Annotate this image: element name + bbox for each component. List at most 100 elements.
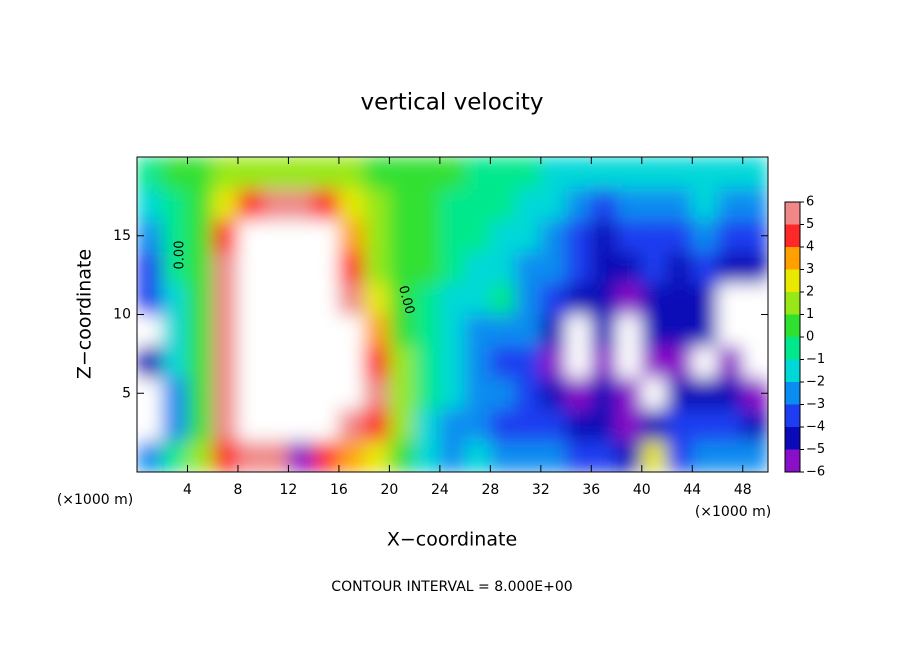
cell bbox=[590, 251, 618, 284]
colorbar-label: 1 bbox=[806, 307, 814, 322]
colorbar-label: −1 bbox=[806, 352, 825, 367]
cell bbox=[742, 345, 768, 378]
cell bbox=[590, 282, 618, 315]
cell bbox=[666, 377, 693, 410]
cell bbox=[540, 157, 567, 189]
cell bbox=[691, 345, 719, 378]
cell bbox=[137, 188, 163, 221]
cell bbox=[363, 219, 390, 252]
colorbar-label: 2 bbox=[806, 285, 814, 300]
y-axis-label: Z−coordinate bbox=[74, 249, 96, 379]
cell bbox=[464, 251, 491, 284]
cell bbox=[515, 314, 542, 347]
colorbar-label: 6 bbox=[806, 195, 814, 210]
cell bbox=[590, 440, 618, 472]
cell bbox=[287, 157, 315, 189]
cell bbox=[262, 440, 289, 472]
cell bbox=[641, 345, 668, 378]
cell bbox=[388, 188, 416, 221]
cell bbox=[161, 188, 188, 221]
cell bbox=[464, 314, 491, 347]
cell bbox=[641, 440, 668, 472]
cell bbox=[540, 282, 567, 315]
x-tick-label: 40 bbox=[633, 482, 651, 498]
cell bbox=[237, 314, 264, 347]
cell bbox=[338, 282, 365, 315]
cell bbox=[666, 157, 693, 189]
cell bbox=[137, 251, 163, 284]
cell bbox=[137, 345, 163, 378]
cell bbox=[717, 345, 744, 378]
cell bbox=[262, 377, 289, 410]
cell bbox=[287, 408, 315, 441]
cell bbox=[363, 377, 390, 410]
cell bbox=[641, 377, 668, 410]
cell bbox=[414, 408, 441, 441]
cell bbox=[363, 440, 390, 472]
cell bbox=[540, 251, 567, 284]
cell bbox=[414, 282, 441, 315]
cell bbox=[439, 377, 466, 410]
colorbar-swatch bbox=[785, 292, 800, 315]
cell bbox=[363, 282, 390, 315]
x-tick-label: 44 bbox=[683, 482, 701, 498]
cell bbox=[742, 188, 768, 221]
cell bbox=[666, 345, 693, 378]
cell bbox=[186, 188, 214, 221]
cell bbox=[540, 408, 567, 441]
cell bbox=[565, 219, 592, 252]
cell bbox=[540, 219, 567, 252]
cell bbox=[565, 188, 592, 221]
cell bbox=[313, 251, 340, 284]
cell bbox=[717, 440, 744, 472]
colorbar-swatch bbox=[785, 202, 800, 225]
cell bbox=[489, 251, 517, 284]
x-tick-label: 20 bbox=[380, 482, 398, 498]
cell bbox=[464, 219, 491, 252]
cell bbox=[287, 377, 315, 410]
cell bbox=[590, 188, 618, 221]
cell bbox=[489, 157, 517, 189]
cell bbox=[313, 408, 340, 441]
cell bbox=[489, 219, 517, 252]
cell bbox=[338, 408, 365, 441]
cell bbox=[489, 377, 517, 410]
cell bbox=[540, 440, 567, 472]
cell bbox=[313, 377, 340, 410]
cell bbox=[717, 314, 744, 347]
cell bbox=[717, 157, 744, 189]
cell bbox=[262, 282, 289, 315]
cell bbox=[666, 282, 693, 315]
colorbar-label: −6 bbox=[806, 465, 825, 480]
cell bbox=[388, 282, 416, 315]
colorbar-swatch bbox=[785, 449, 800, 472]
cell bbox=[388, 157, 416, 189]
cell bbox=[414, 314, 441, 347]
cell bbox=[313, 188, 340, 221]
cell bbox=[439, 282, 466, 315]
x-tick-label: 16 bbox=[330, 482, 348, 498]
cell bbox=[489, 345, 517, 378]
x-tick-label: 36 bbox=[582, 482, 600, 498]
cell bbox=[262, 408, 289, 441]
cell bbox=[186, 282, 214, 315]
cell bbox=[237, 188, 264, 221]
contour-label: 0.00 bbox=[395, 284, 417, 316]
cell bbox=[691, 219, 719, 252]
cell bbox=[666, 188, 693, 221]
cell bbox=[641, 188, 668, 221]
cell bbox=[691, 377, 719, 410]
cell bbox=[540, 188, 567, 221]
cell bbox=[489, 282, 517, 315]
cell bbox=[717, 377, 744, 410]
colorbar-label: 0 bbox=[806, 330, 814, 345]
cell bbox=[161, 251, 188, 284]
cell bbox=[515, 282, 542, 315]
cell bbox=[540, 345, 567, 378]
cell bbox=[237, 251, 264, 284]
y-tick-label: 5 bbox=[122, 385, 131, 401]
cell bbox=[237, 157, 264, 189]
cell bbox=[388, 440, 416, 472]
cell bbox=[262, 157, 289, 189]
